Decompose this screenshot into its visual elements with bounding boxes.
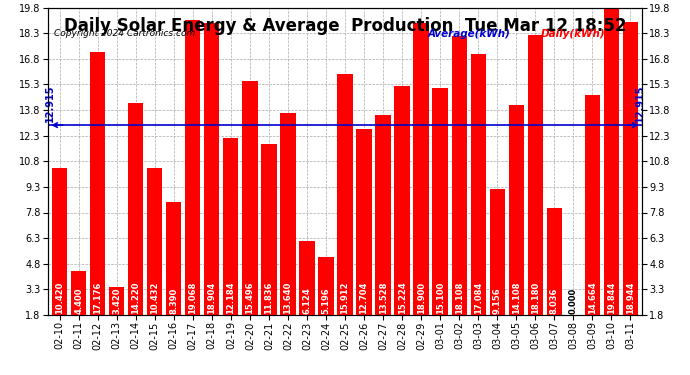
Text: 19.068: 19.068 [188, 282, 197, 314]
Bar [471, 54, 486, 315]
Bar [337, 74, 353, 315]
Text: 12.915: 12.915 [46, 84, 55, 122]
Text: 18.944: 18.944 [626, 282, 635, 314]
Bar [71, 271, 86, 315]
Bar [318, 257, 333, 315]
Text: 13.640: 13.640 [284, 282, 293, 314]
Text: 3.420: 3.420 [112, 288, 121, 314]
Text: Average(kWh): Average(kWh) [428, 29, 511, 39]
Text: 11.836: 11.836 [264, 282, 273, 314]
Text: 12.704: 12.704 [359, 282, 368, 314]
Text: Copyright 2024 Cartronics.com: Copyright 2024 Cartronics.com [55, 29, 195, 38]
Text: 18.180: 18.180 [531, 282, 540, 314]
Bar [357, 129, 372, 315]
Bar [509, 105, 524, 315]
Bar [375, 115, 391, 315]
Bar [109, 287, 124, 315]
Bar [451, 36, 466, 315]
Bar [242, 81, 257, 315]
Bar [224, 138, 239, 315]
Bar [395, 86, 410, 315]
Text: 9.156: 9.156 [493, 288, 502, 314]
Text: Daily Solar Energy & Average  Production  Tue Mar 12 18:52: Daily Solar Energy & Average Production … [63, 17, 627, 35]
Text: 15.912: 15.912 [340, 282, 350, 314]
Bar [566, 315, 581, 346]
Text: 8.390: 8.390 [169, 288, 178, 314]
Text: 18.904: 18.904 [208, 282, 217, 314]
Bar [433, 88, 448, 315]
Text: 12.184: 12.184 [226, 282, 235, 314]
Bar [584, 95, 600, 315]
Text: 17.176: 17.176 [93, 282, 102, 314]
Text: 14.220: 14.220 [131, 282, 140, 314]
Text: 18.108: 18.108 [455, 282, 464, 314]
Bar [204, 23, 219, 315]
Text: 15.224: 15.224 [397, 282, 406, 314]
Text: 14.108: 14.108 [512, 282, 521, 314]
Text: 17.084: 17.084 [473, 282, 482, 314]
Text: 6.124: 6.124 [302, 287, 311, 314]
Bar [622, 22, 638, 315]
Bar [128, 103, 144, 315]
Bar [413, 23, 428, 315]
Bar [52, 168, 68, 315]
Text: 5.196: 5.196 [322, 288, 331, 314]
Bar [604, 7, 619, 315]
Bar [528, 35, 543, 315]
Bar [147, 168, 162, 315]
Text: 15.496: 15.496 [246, 282, 255, 314]
Text: 10.420: 10.420 [55, 282, 64, 314]
Bar [185, 20, 201, 315]
Text: 8.036: 8.036 [550, 288, 559, 314]
Text: 4.400: 4.400 [75, 288, 83, 314]
Bar [299, 241, 315, 315]
Text: 19.844: 19.844 [607, 282, 615, 314]
Text: 0.000: 0.000 [569, 288, 578, 314]
Text: 18.900: 18.900 [417, 282, 426, 314]
Text: 10.432: 10.432 [150, 282, 159, 314]
Text: Daily(kWh): Daily(kWh) [541, 29, 605, 39]
Bar [489, 189, 505, 315]
Bar [262, 144, 277, 315]
Text: 12.915: 12.915 [635, 84, 644, 122]
Bar [546, 209, 562, 315]
Text: 14.664: 14.664 [588, 282, 597, 314]
Text: 13.528: 13.528 [379, 282, 388, 314]
Bar [166, 202, 181, 315]
Bar [280, 113, 295, 315]
Bar [90, 53, 106, 315]
Text: 15.100: 15.100 [435, 282, 444, 314]
